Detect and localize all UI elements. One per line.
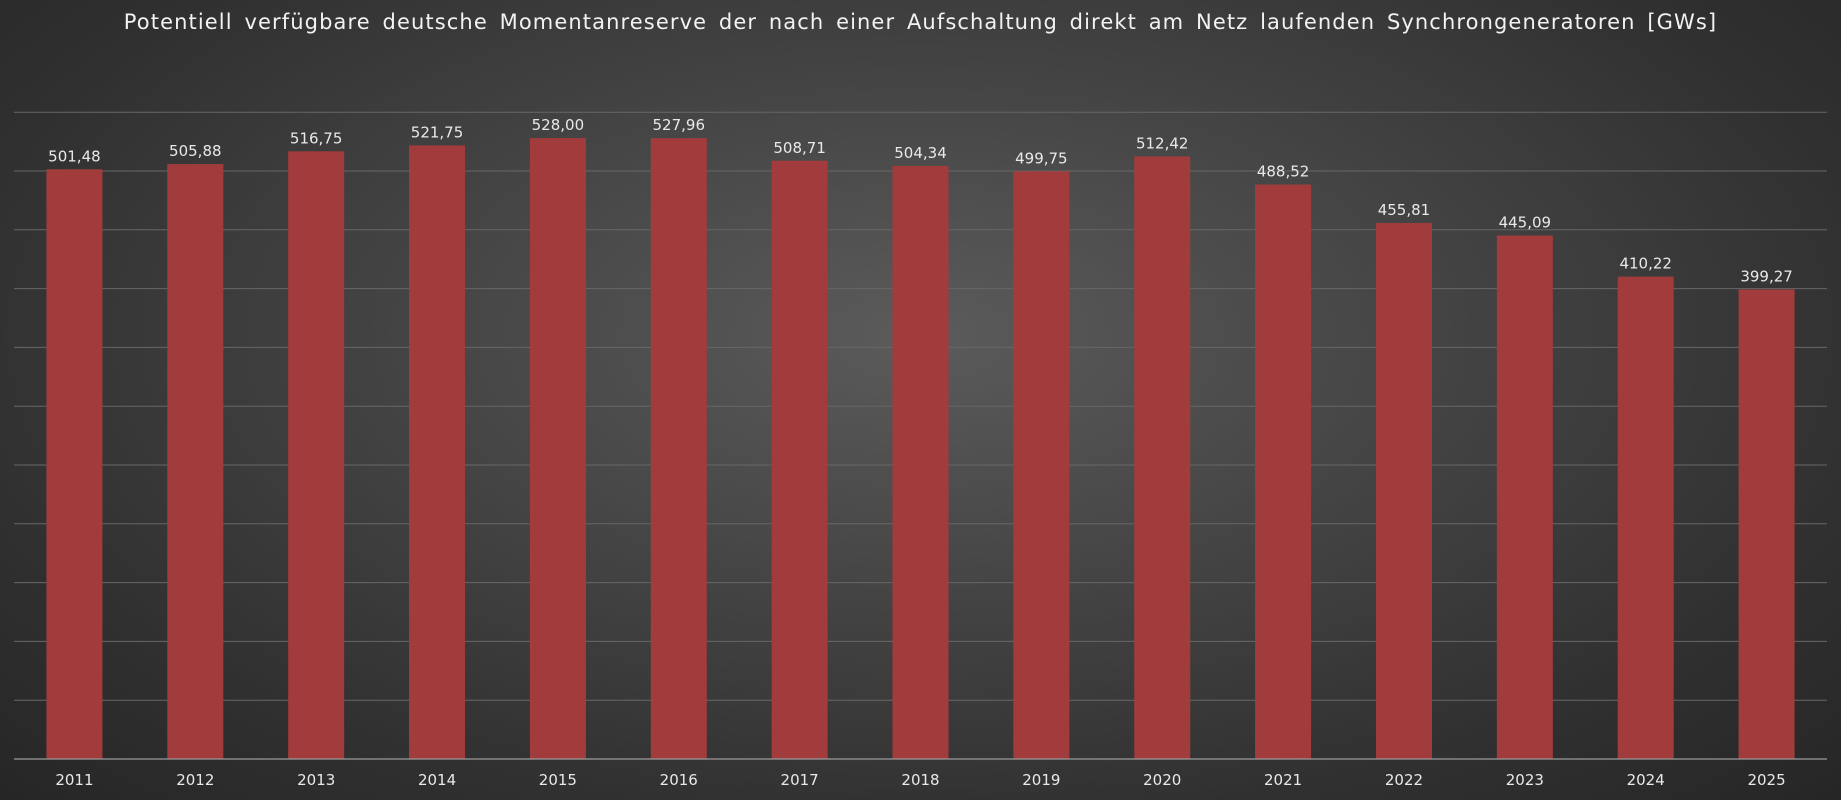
bar-2012 [167, 164, 224, 760]
x-axis: 2011 2012 2013 2014 2015 2016 2017 2018 2019 2020… [14, 758, 1827, 789]
x-tick-label: 2020 [1143, 771, 1181, 789]
x-tick-label: 2019 [1022, 771, 1060, 789]
data-label: 521,75 [411, 123, 464, 141]
data-label: 505,88 [169, 142, 222, 160]
x-tick-label: 2014 [418, 771, 456, 789]
bar-2015 [529, 138, 586, 759]
x-tick-label: 2011 [55, 771, 93, 789]
bar-2016 [650, 138, 707, 760]
bars [46, 138, 1795, 760]
x-tick-label: 2023 [1506, 771, 1544, 789]
data-label: 512,42 [1136, 134, 1189, 152]
bar-2011 [46, 169, 103, 759]
bar-2017 [771, 160, 828, 760]
bar-2024 [1617, 276, 1674, 759]
x-tick-label: 2017 [781, 771, 819, 789]
x-tick-label: 2018 [901, 771, 939, 789]
data-label: 499,75 [1015, 149, 1068, 167]
x-tick-label: 2015 [539, 771, 577, 789]
data-label: 410,22 [1619, 255, 1672, 273]
data-label: 508,71 [773, 139, 826, 157]
bar-2023 [1496, 235, 1553, 759]
data-label: 528,00 [532, 116, 585, 134]
chart-title: Potentiell verfügbare deutsche Momentanr… [123, 10, 1718, 34]
x-tick-label: 2013 [297, 771, 335, 789]
data-label: 516,75 [290, 129, 343, 147]
x-tick-label: 2025 [1747, 771, 1785, 789]
data-label: 399,27 [1740, 267, 1793, 285]
bar-2025 [1738, 289, 1795, 759]
x-tick-label: 2021 [1264, 771, 1302, 789]
bar-2014 [409, 145, 466, 759]
bar-2013 [288, 151, 345, 759]
bar-2019 [1013, 171, 1070, 759]
bar-2021 [1255, 184, 1312, 759]
bar-2018 [892, 165, 949, 759]
x-tick-label: 2016 [660, 771, 698, 789]
data-labels: 501,48 505,88 516,75 521,75 528,00 527,96 508,… [48, 116, 1793, 285]
data-label: 488,52 [1257, 163, 1310, 181]
data-label: 504,34 [894, 144, 947, 162]
data-label: 501,48 [48, 147, 101, 165]
bar-2020 [1134, 156, 1191, 760]
x-tick-label: 2024 [1627, 771, 1665, 789]
bar-2022 [1375, 222, 1432, 760]
x-tick-label: 2012 [176, 771, 214, 789]
data-label: 455,81 [1378, 201, 1431, 219]
x-tick-label: 2022 [1385, 771, 1423, 789]
data-label: 527,96 [653, 116, 706, 134]
data-label: 445,09 [1499, 214, 1552, 232]
